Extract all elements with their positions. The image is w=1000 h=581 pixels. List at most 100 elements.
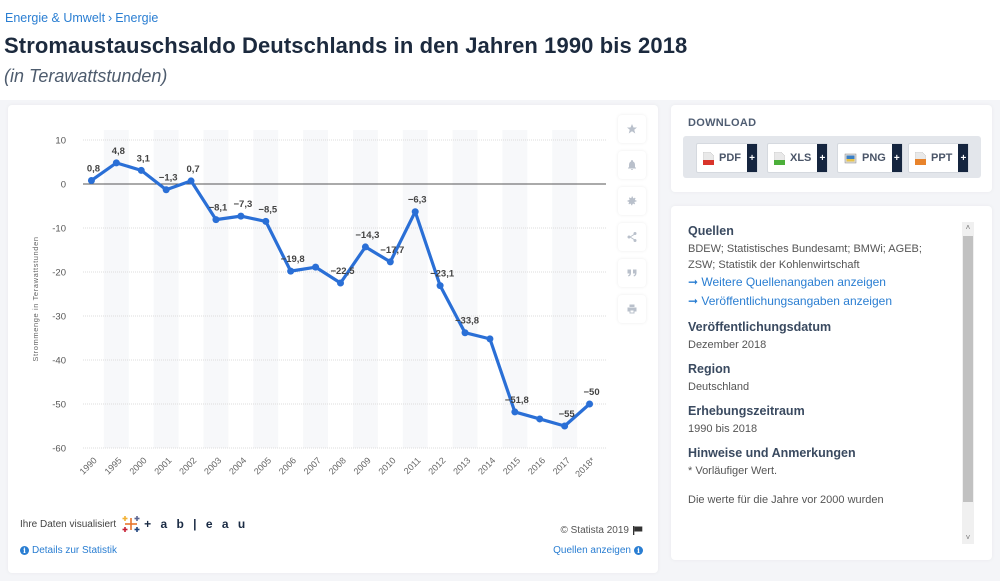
scroll-down-icon[interactable]: ˅ bbox=[965, 533, 971, 542]
breadcrumb-separator: › bbox=[108, 11, 113, 25]
notes-text-1: * Vorläufiger Wert. bbox=[688, 465, 778, 477]
data-point bbox=[112, 159, 120, 167]
download-png-label: PNG bbox=[862, 152, 886, 164]
region-value: Deutschland bbox=[688, 381, 750, 393]
favorite-button[interactable] bbox=[618, 115, 646, 143]
data-point bbox=[436, 282, 444, 290]
y-tick-label: -10 bbox=[52, 224, 66, 235]
breadcrumb-item-energie-umwelt[interactable]: Energie & Umwelt bbox=[5, 11, 106, 25]
survey-period-section: Erhebungszeitraum 1990 bis 2018 bbox=[688, 404, 948, 437]
data-point bbox=[162, 186, 170, 194]
data-label: −1,3 bbox=[159, 173, 178, 184]
pdf-file-icon bbox=[703, 151, 714, 165]
survey-period-value: 1990 bis 2018 bbox=[688, 423, 758, 435]
x-tick-label: 2005 bbox=[252, 455, 273, 476]
bell-icon bbox=[628, 160, 636, 170]
print-icon bbox=[627, 304, 637, 314]
y-tick-label: 10 bbox=[55, 136, 66, 147]
column-band bbox=[253, 130, 279, 448]
y-tick-label: -40 bbox=[52, 356, 66, 367]
settings-button[interactable] bbox=[618, 187, 646, 215]
data-point bbox=[561, 422, 569, 430]
download-card: DOWNLOAD PDF + XLS + PNG + bbox=[671, 105, 992, 192]
download-bar: PDF + XLS + PNG + PPT + bbox=[683, 136, 981, 178]
x-tick-label: 2014 bbox=[476, 455, 497, 476]
quote-icon bbox=[627, 269, 637, 277]
show-sources-label: Quellen anzeigen bbox=[553, 545, 631, 556]
x-tick-label: 2007 bbox=[302, 455, 323, 476]
data-point bbox=[137, 166, 145, 174]
data-point bbox=[262, 217, 270, 225]
statistics-info-card: Quellen BDEW; Statistisches Bundesamt; B… bbox=[671, 206, 992, 560]
x-tick-label: 2009 bbox=[352, 455, 373, 476]
data-point bbox=[312, 263, 320, 271]
info-scrollbar[interactable]: ˄ ˅ bbox=[962, 222, 974, 544]
data-label: 3,1 bbox=[137, 153, 151, 164]
y-tick-label: -60 bbox=[52, 444, 66, 455]
notification-button[interactable] bbox=[618, 151, 646, 179]
data-point bbox=[386, 258, 394, 266]
page-header: Energie & Umwelt › Energie Stromaustauschs… bbox=[0, 0, 1000, 100]
x-tick-label: 2016 bbox=[526, 455, 547, 476]
data-label: −22,5 bbox=[330, 266, 355, 277]
x-tick-label: 2004 bbox=[227, 455, 248, 476]
chart-card: 10 0 -10 -20 -30 -40 -50 -60 Strommenge in Teraw… bbox=[8, 105, 658, 573]
x-tick-label: 2001 bbox=[152, 455, 173, 476]
x-tick-label: 1995 bbox=[103, 455, 124, 476]
x-tick-label: 2011 bbox=[402, 455, 423, 476]
print-button[interactable] bbox=[618, 295, 646, 323]
breadcrumb: Energie & Umwelt › Energie bbox=[5, 11, 158, 25]
x-tick-label: 2002 bbox=[177, 455, 198, 476]
tableau-cross-icon bbox=[122, 516, 140, 532]
publication-date-section: Veröffentlichungsdatum Dezember 2018 bbox=[688, 320, 948, 353]
x-tick-label: 2018* bbox=[573, 455, 597, 479]
y-axis-label: Strommenge in Terawattstunden bbox=[31, 236, 40, 361]
scroll-up-icon[interactable]: ˄ bbox=[965, 223, 971, 232]
sources-heading: Quellen bbox=[688, 224, 734, 238]
gear-icon bbox=[627, 196, 637, 206]
data-label: −7,3 bbox=[233, 199, 252, 210]
data-point bbox=[237, 212, 245, 220]
column-band bbox=[452, 130, 478, 448]
y-tick-label: -30 bbox=[52, 312, 66, 323]
download-xls-button[interactable]: XLS + bbox=[767, 143, 829, 173]
data-point bbox=[337, 279, 344, 287]
data-label: 0,7 bbox=[186, 164, 199, 175]
tableau-logo[interactable]: + a b | e a u bbox=[121, 515, 248, 533]
data-point bbox=[361, 243, 369, 251]
page-title: Stromaustauschsaldo Deutschlands in den … bbox=[4, 33, 688, 58]
publication-info-link[interactable]: ➞ Veröffentlichungsangaben anzeigen bbox=[688, 294, 892, 308]
scroll-thumb[interactable] bbox=[963, 236, 973, 502]
column-band bbox=[402, 130, 428, 448]
data-point bbox=[586, 400, 594, 408]
share-button[interactable] bbox=[618, 223, 646, 251]
y-tick-label: -50 bbox=[52, 400, 66, 411]
details-link[interactable]: i Details zur Statistik bbox=[20, 545, 117, 556]
data-label: −17,7 bbox=[380, 245, 404, 256]
page-subtitle: (in Terawattstunden) bbox=[4, 66, 168, 86]
data-point bbox=[212, 216, 220, 224]
cite-button[interactable] bbox=[618, 259, 646, 287]
download-pdf-button[interactable]: PDF + bbox=[696, 143, 758, 173]
data-point bbox=[486, 335, 494, 343]
plus-icon: + bbox=[817, 144, 828, 172]
region-section: Region Deutschland bbox=[688, 362, 948, 395]
star-icon bbox=[627, 124, 637, 134]
info-icon: i bbox=[634, 546, 643, 555]
breadcrumb-item-energie[interactable]: Energie bbox=[115, 11, 159, 25]
y-tick-label: 0 bbox=[61, 180, 66, 191]
download-ppt-button[interactable]: PPT + bbox=[908, 143, 970, 173]
x-tick-label: 2013 bbox=[451, 455, 472, 476]
show-sources-link[interactable]: Quellen anzeigen i bbox=[553, 545, 643, 556]
more-sources-link[interactable]: ➞ Weitere Quellenangaben anzeigen bbox=[688, 275, 886, 289]
data-label: −55 bbox=[559, 409, 576, 420]
flag-icon[interactable] bbox=[633, 526, 643, 535]
share-icon bbox=[627, 232, 637, 242]
download-png-button[interactable]: PNG + bbox=[837, 143, 903, 173]
column-band bbox=[103, 130, 129, 448]
data-label: −8,1 bbox=[209, 203, 228, 214]
region-heading: Region bbox=[688, 362, 731, 376]
data-label: −19,8 bbox=[281, 254, 305, 265]
data-label: −51,8 bbox=[505, 395, 529, 406]
data-point bbox=[461, 329, 469, 337]
